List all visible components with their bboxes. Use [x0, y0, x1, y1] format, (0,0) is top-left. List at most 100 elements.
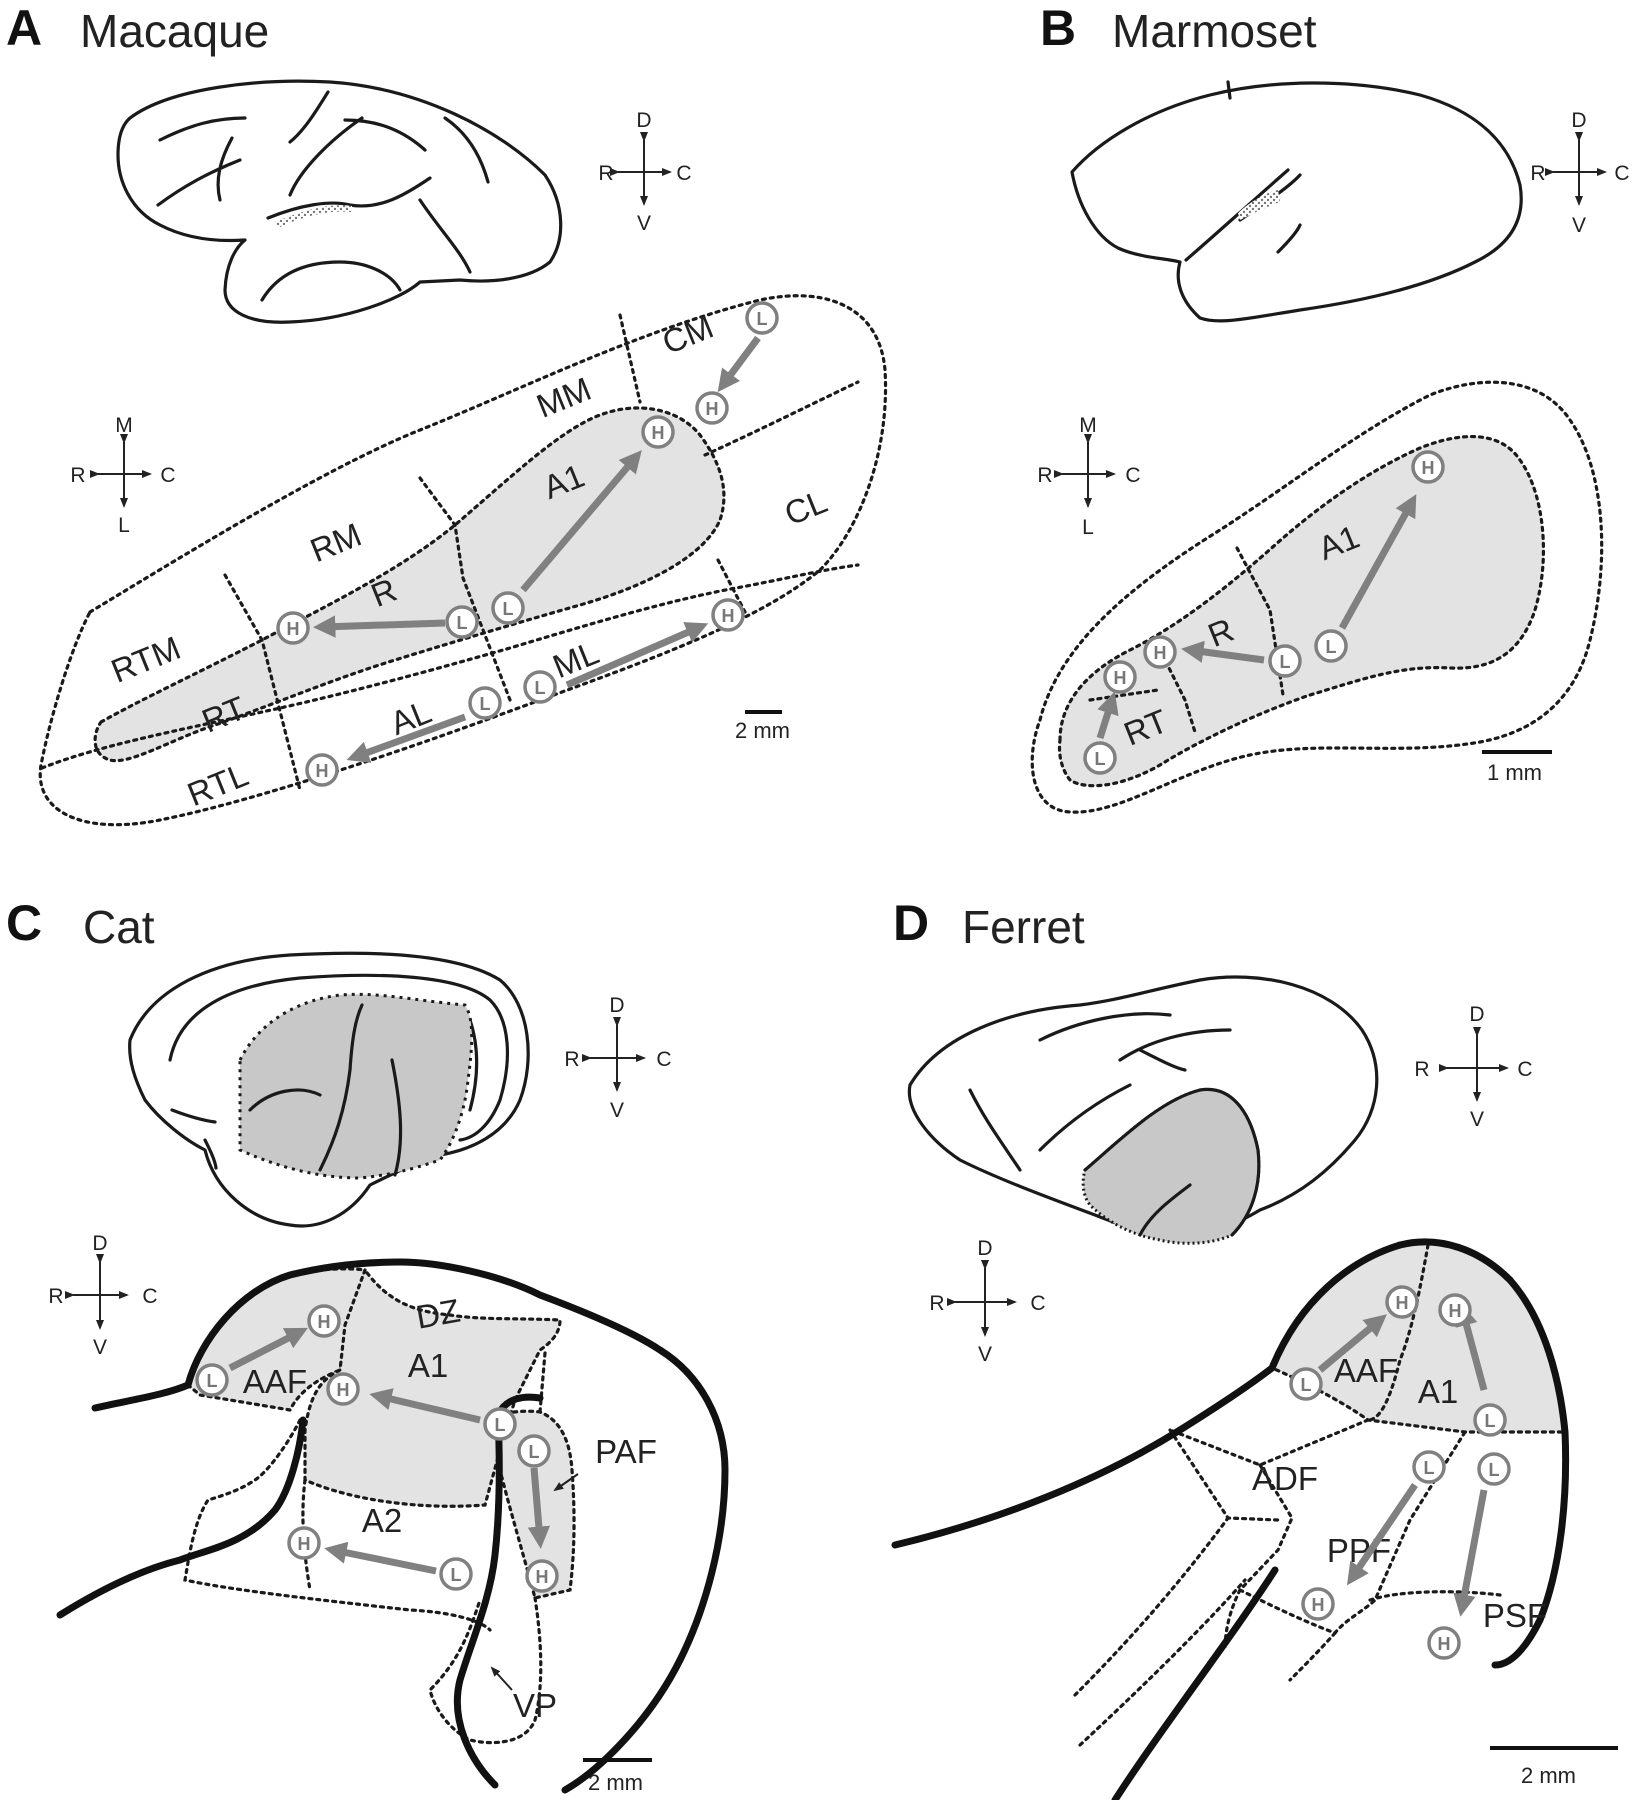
svg-text:L: L	[535, 678, 546, 698]
tonotopy-node-high: H	[305, 753, 339, 787]
scale-bar-d: 2 mm	[1490, 1746, 1618, 1788]
gradient-arrow-aaf	[228, 1327, 308, 1372]
compass-dv-d2: D V R C	[929, 1237, 1045, 1366]
tonotopy-node-low: L	[517, 1434, 551, 1468]
compass-label-c: C	[1030, 1292, 1045, 1315]
macaque-map	[38, 294, 888, 827]
compass-ml-b: M L R C	[1037, 414, 1140, 539]
compass-label-v: V	[637, 212, 651, 235]
compass-label-c: C	[1125, 464, 1140, 487]
compass-label-r: R	[48, 1285, 63, 1308]
gradient-arrow-ml	[565, 622, 709, 689]
compass-label-v: V	[1572, 214, 1586, 237]
tonotopy-node-low: L	[1477, 1452, 1511, 1486]
scale-bar-a: 2 mm	[735, 710, 790, 743]
svg-text:L: L	[1301, 1375, 1312, 1395]
tonotopy-node-low: L	[1268, 644, 1302, 678]
tonotopy-node-low: L	[483, 1407, 517, 1441]
tonotopy-node-high: H	[525, 1559, 559, 1593]
svg-text:L: L	[207, 1371, 218, 1391]
tonotopy-node-low: L	[468, 686, 502, 720]
tonotopy-node-high: H	[326, 1372, 360, 1406]
compass-label-r: R	[70, 464, 85, 487]
tonotopy-node-low: L	[745, 301, 779, 335]
tonotopy-node-low: L	[1314, 629, 1348, 663]
tonotopy-node-high: H	[1301, 1587, 1335, 1621]
gradient-arrow-a1	[1455, 1303, 1488, 1391]
svg-text:L: L	[1485, 1411, 1496, 1431]
panel-d: D Ferret D V R C D V R C	[891, 895, 1618, 1800]
panel-c: C Cat D V R C D V R C	[6, 895, 729, 1795]
svg-text:H: H	[298, 1534, 311, 1554]
svg-text:L: L	[1424, 1458, 1435, 1478]
tonotopy-node-low: L	[439, 1557, 473, 1591]
gradient-arrow-a1	[1338, 494, 1417, 630]
vp-pointer	[490, 1666, 513, 1691]
svg-text:L: L	[480, 694, 491, 714]
svg-text:L: L	[1280, 652, 1291, 672]
gradient-arrow-a2	[324, 1541, 437, 1575]
svg-text:H: H	[722, 606, 735, 626]
area-label-mm: MM	[531, 370, 596, 425]
svg-text:L: L	[529, 1442, 540, 1462]
scale-label-b: 1 mm	[1487, 760, 1542, 785]
compass-label-d: D	[609, 994, 624, 1017]
compass-label-l: L	[1082, 516, 1094, 539]
compass-label-d: D	[1571, 109, 1586, 132]
gradient-arrow-a1	[520, 450, 642, 593]
panel-a: A Macaque D V R C M	[6, 0, 888, 827]
tonotopy-node-low: L	[523, 670, 557, 704]
compass-label-c: C	[142, 1285, 157, 1308]
tonotopy-node-high: H	[287, 1526, 321, 1560]
svg-text:L: L	[1489, 1460, 1500, 1480]
gradient-arrow-cm	[717, 335, 761, 393]
gradient-arrow-r	[313, 615, 446, 638]
tonotopy-node-high: H	[1411, 450, 1445, 484]
compass-label-r: R	[1414, 1058, 1429, 1081]
svg-text:H: H	[536, 1567, 549, 1587]
svg-text:H: H	[706, 399, 719, 419]
gradient-arrow-aaf	[1317, 1314, 1387, 1373]
area-label-adf: ADF	[1252, 1460, 1318, 1497]
scale-label-a: 2 mm	[735, 718, 790, 743]
area-label-psf: PSF	[1483, 1597, 1547, 1634]
tonotopy-node-high: H	[276, 611, 310, 645]
svg-text:H: H	[287, 619, 300, 639]
panel-title-marmoset: Marmoset	[1112, 5, 1317, 57]
tonotopy-node-high: H	[1103, 660, 1137, 694]
svg-text:H: H	[316, 761, 329, 781]
compass-dv-c2: D V R C	[48, 1232, 157, 1359]
macaque-brain-sketch	[116, 79, 563, 324]
svg-text:L: L	[457, 613, 468, 633]
panel-letter-c: C	[6, 895, 42, 951]
svg-text:H: H	[1114, 668, 1127, 688]
area-label-rtm: RTM	[106, 629, 186, 690]
area-label-ml: ML	[548, 634, 604, 685]
compass-dv-b: D V R C	[1530, 109, 1629, 237]
svg-text:H: H	[1449, 1301, 1462, 1321]
tonotopy-node-low: L	[1412, 1450, 1446, 1484]
panel-letter-b: B	[1040, 0, 1076, 56]
panel-title-cat: Cat	[83, 901, 155, 953]
area-label-dz: DZ	[413, 1292, 463, 1336]
compass-label-l: L	[118, 514, 130, 537]
area-label-a1: A1	[408, 1347, 448, 1384]
svg-text:L: L	[757, 309, 768, 329]
compass-label-r: R	[929, 1292, 944, 1315]
panel-b: B Marmoset D V R C M L R C	[1030, 0, 1630, 814]
panel-title-macaque: Macaque	[80, 5, 269, 57]
svg-text:H: H	[1154, 643, 1167, 663]
gradient-arrow-a1	[369, 1388, 481, 1424]
area-label-paf: PAF	[595, 1433, 657, 1470]
compass-dv-c1: D V R C	[564, 994, 671, 1122]
area-label-a2: A2	[362, 1502, 402, 1539]
ferret-map	[891, 1238, 1570, 1800]
tonotopy-node-high: H	[641, 415, 675, 449]
cat-map	[56, 1258, 729, 1794]
paf-pointer	[553, 1473, 579, 1492]
compass-label-r: R	[1530, 162, 1545, 185]
compass-label-d: D	[92, 1232, 107, 1255]
compass-label-d: D	[636, 109, 651, 132]
tonotopy-node-high: H	[1385, 1285, 1419, 1319]
